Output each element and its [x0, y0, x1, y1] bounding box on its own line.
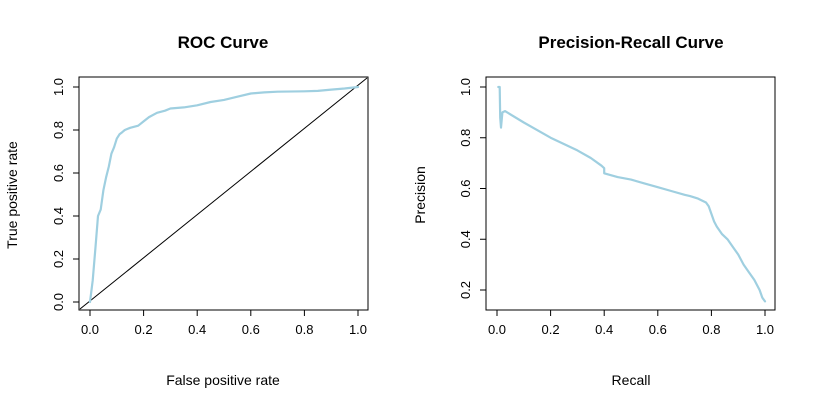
- roc-panel: ROC Curve False positive rate True posit…: [4, 33, 369, 388]
- roc-y-tick-label: 0.4: [51, 207, 66, 225]
- roc-xlabel: False positive rate: [166, 372, 280, 388]
- pr-x-tick-label: 0.4: [595, 322, 613, 337]
- pr-xlabel: Recall: [612, 372, 651, 388]
- roc-x-tick-label: 0.6: [242, 322, 260, 337]
- roc-y-tick-label: 0.0: [51, 293, 66, 311]
- roc-curve-line: [88, 85, 360, 304]
- pr-y-tick-label: 1.0: [458, 78, 473, 96]
- roc-y-tick-label: 0.2: [51, 250, 66, 268]
- pr-ylabel: Precision: [412, 166, 428, 224]
- roc-title: ROC Curve: [178, 33, 269, 52]
- pr-x-tick-label: 0.0: [488, 322, 506, 337]
- pr-y-tick-label: 0.2: [458, 281, 473, 299]
- roc-x-tick-label: 1.0: [349, 322, 367, 337]
- roc-x-tick-label: 0.8: [295, 322, 313, 337]
- pr-x-tick-label: 0.6: [649, 322, 667, 337]
- roc-ylabel: True positive rate: [4, 141, 20, 249]
- pr-y-tick-label: 0.8: [458, 129, 473, 147]
- roc-y-tick-label: 0.6: [51, 164, 66, 182]
- pr-y-tick-label: 0.4: [458, 230, 473, 248]
- pr-plot-box: [485, 76, 776, 311]
- pr-panel: Precision-Recall Curve Recall Precision …: [412, 33, 776, 388]
- roc-y-tick-label: 1.0: [51, 78, 66, 96]
- pr-curve-line: [497, 85, 767, 303]
- roc-y-tick-label: 0.8: [51, 121, 66, 139]
- pr-title: Precision-Recall Curve: [538, 33, 723, 52]
- roc-x-tick-label: 0.2: [135, 322, 153, 337]
- pr-y-tick-label: 0.6: [458, 179, 473, 197]
- roc-x-tick-label: 0.4: [188, 322, 206, 337]
- pr-x-tick-label: 0.2: [542, 322, 560, 337]
- roc-diagonal-line: [79, 77, 368, 310]
- roc-x-tick-label: 0.0: [81, 322, 99, 337]
- pr-x-tick-label: 0.8: [702, 322, 720, 337]
- pr-x-tick-label: 1.0: [756, 322, 774, 337]
